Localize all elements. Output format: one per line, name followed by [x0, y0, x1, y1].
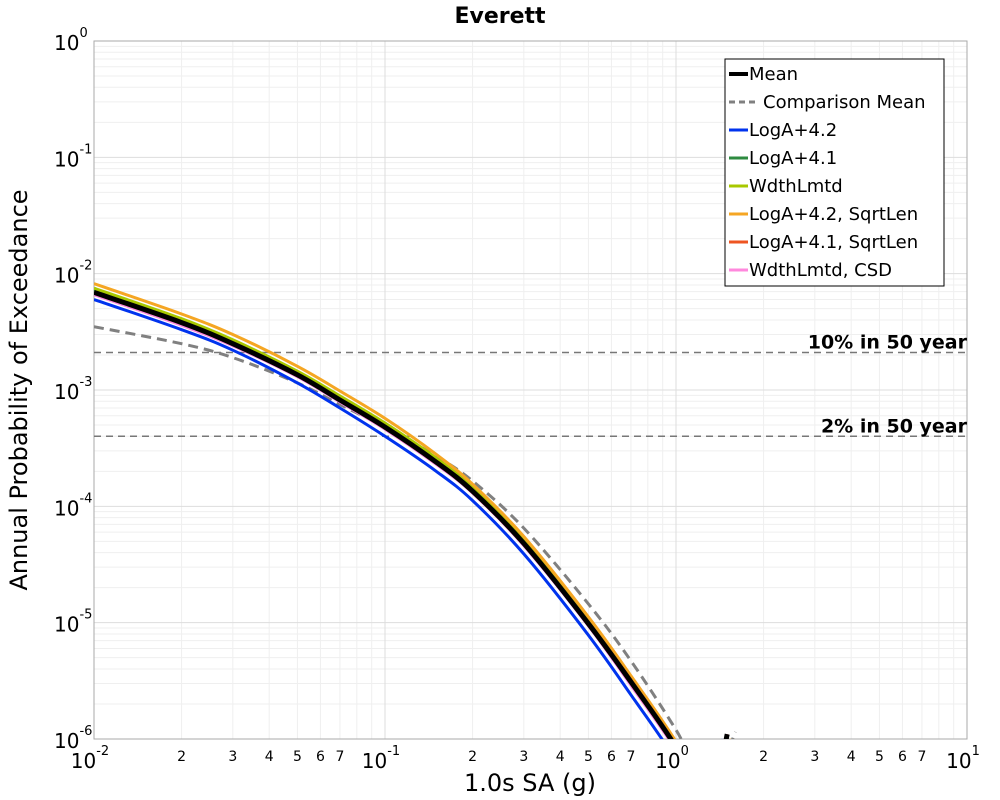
- x-minor-tick-label: 6: [316, 749, 325, 765]
- series-line-loga-4-1-sqrtlen: [94, 291, 729, 739]
- series-line-mean: [94, 290, 730, 739]
- x-minor-tick-label: 6: [607, 749, 616, 765]
- legend-entry-label: LogA+4.1: [749, 148, 837, 169]
- series-line-wdthlmtd-csd: [94, 293, 729, 739]
- x-minor-tick-label: 5: [875, 749, 884, 765]
- x-tick-label: 101: [946, 744, 980, 773]
- legend: Mean Comparison Mean LogA+4.2 LogA+4.1 WdthL…: [724, 58, 945, 287]
- y-tick-label: 10-4: [54, 491, 92, 520]
- y-tick-label: 10-1: [54, 142, 92, 171]
- legend-entry-label: LogA+4.1, SqrtLen: [749, 232, 918, 253]
- x-minor-tick-label: 6: [898, 749, 907, 765]
- legend-entry-label: WdthLmtd, CSD: [749, 260, 892, 281]
- series-line-loga-4-2: [94, 298, 723, 739]
- legend-entry-label: WdthLmtd: [749, 176, 843, 197]
- legend-box: [724, 58, 945, 287]
- plot-frame: [93, 40, 968, 740]
- x-minor-tick-label: 4: [556, 749, 565, 765]
- x-tick-label: 10-1: [362, 744, 400, 773]
- y-axis-label: Annual Probability of Exceedance: [5, 189, 33, 590]
- x-minor-tick-label: 2: [759, 749, 768, 765]
- x-minor-tick-label: 7: [335, 749, 344, 765]
- x-minor-tick-label: 3: [228, 749, 237, 765]
- x-minor-tick-label: 5: [293, 749, 302, 765]
- x-minor-tick-label: 4: [265, 749, 274, 765]
- x-minor-tick-label: 5: [584, 749, 593, 765]
- series-line-loga-4-2-sqrtlen: [94, 282, 732, 739]
- reference-line-label: 2% in 50 year: [821, 415, 968, 437]
- x-tick-label: 100: [655, 744, 689, 773]
- series-lines: [94, 282, 737, 739]
- x-axis-label: 1.0s SA (g): [464, 769, 596, 797]
- x-minor-tick-label: 7: [917, 749, 926, 765]
- reference-line-label: 10% in 50 year: [808, 332, 968, 354]
- series-line-loga-4-1: [94, 288, 729, 739]
- y-tick-label: 100: [54, 26, 88, 55]
- x-minor-tick-label: 4: [847, 749, 856, 765]
- x-minor-tick-label: 3: [519, 749, 528, 765]
- y-tick-label: 10-3: [54, 375, 92, 404]
- series-line-wdthlmtd: [94, 286, 729, 739]
- x-tick-label: 10-2: [71, 744, 109, 773]
- x-minor-tick-label: 7: [626, 749, 635, 765]
- legend-entry-label: LogA+4.2, SqrtLen: [749, 204, 918, 225]
- x-minor-tick-label: 3: [810, 749, 819, 765]
- y-tick-label: 10-2: [54, 259, 92, 288]
- legend-entry-label: Comparison Mean: [763, 92, 926, 113]
- x-minor-tick-label: 2: [177, 749, 186, 765]
- series-line-comparison-mean: [94, 325, 737, 739]
- y-axis-ticks: 100 10-1 10-2 10-3 10-4 10-5 10-6: [54, 26, 92, 753]
- legend-entry-label: Mean: [749, 64, 798, 85]
- y-tick-label: 10-6: [54, 724, 92, 753]
- chart-title: Everett: [454, 4, 546, 29]
- y-tick-label: 10-5: [54, 608, 92, 637]
- x-minor-tick-label: 2: [468, 749, 477, 765]
- legend-entry-label: LogA+4.2: [749, 120, 837, 141]
